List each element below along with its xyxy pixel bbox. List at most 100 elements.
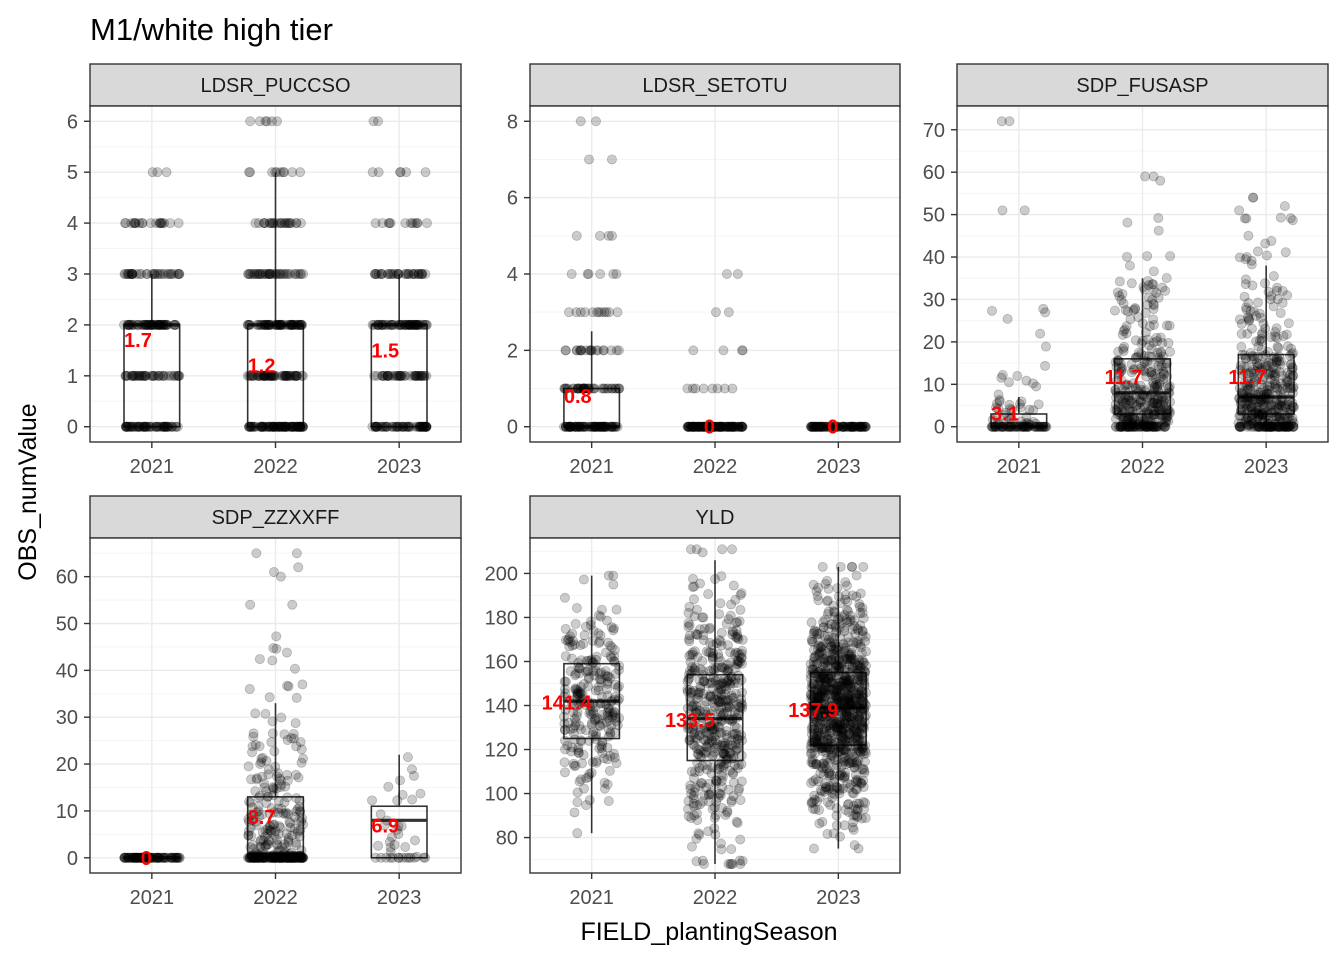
data-point (251, 548, 262, 559)
data-point (1287, 362, 1298, 373)
data-point (373, 840, 384, 851)
data-point (249, 268, 260, 279)
data-point (369, 370, 380, 381)
data-point (1030, 421, 1041, 432)
data-point (165, 218, 176, 229)
data-point (367, 167, 378, 178)
data-point (840, 767, 851, 778)
data-point (849, 696, 860, 707)
data-point (373, 319, 384, 330)
data-point (295, 167, 306, 178)
data-point (1155, 371, 1166, 382)
data-point (811, 421, 822, 432)
data-point (380, 319, 391, 330)
data-point (573, 421, 584, 432)
data-point (595, 668, 606, 679)
data-point (158, 319, 169, 330)
data-point (131, 370, 142, 381)
data-point (293, 562, 304, 573)
data-point (291, 370, 302, 381)
data-point (266, 370, 277, 381)
data-point (121, 421, 132, 432)
data-point (722, 707, 733, 718)
y-tick-label: 20 (56, 754, 78, 776)
boxplot (246, 172, 305, 428)
data-point (274, 319, 285, 330)
mean-label: 137.9 (788, 700, 838, 722)
data-point (408, 319, 419, 330)
data-point (124, 319, 135, 330)
data-point (691, 604, 702, 615)
data-point (383, 218, 394, 229)
data-point (284, 218, 295, 229)
data-point (391, 421, 402, 432)
data-point (420, 421, 431, 432)
data-point (126, 218, 137, 229)
data-point (285, 852, 296, 863)
data-point (284, 421, 295, 432)
data-point (373, 319, 384, 330)
data-point (683, 811, 694, 822)
data-point (166, 421, 177, 432)
data-point (393, 268, 404, 279)
data-point (389, 319, 400, 330)
data-point (293, 268, 304, 279)
data-point (255, 421, 266, 432)
y-axis-title: OBS_numValue (14, 403, 42, 580)
data-point (128, 370, 139, 381)
data-point (996, 372, 1007, 383)
data-point (158, 319, 169, 330)
data-point (153, 319, 164, 330)
data-point (173, 370, 184, 381)
data-point (1151, 332, 1162, 343)
data-point (421, 319, 432, 330)
data-point (267, 268, 278, 279)
data-point (1165, 251, 1176, 262)
data-point (286, 319, 297, 330)
data-point (376, 370, 387, 381)
data-point (269, 370, 280, 381)
data-point (603, 570, 614, 581)
data-point (292, 421, 303, 432)
data-point (392, 370, 403, 381)
data-point (566, 268, 577, 279)
data-point (597, 421, 608, 432)
data-point (127, 319, 138, 330)
data-point (589, 421, 600, 432)
data-point (816, 762, 827, 773)
data-point (1240, 274, 1251, 285)
data-point (421, 421, 432, 432)
data-point (419, 370, 430, 381)
data-point (383, 370, 394, 381)
data-point (1275, 397, 1286, 408)
data-point (158, 370, 169, 381)
data-point (398, 421, 409, 432)
data-point (280, 781, 291, 792)
data-point (260, 268, 271, 279)
data-point (244, 421, 255, 432)
data-point (383, 370, 394, 381)
data-point (295, 319, 306, 330)
data-point (705, 787, 716, 798)
data-point (391, 421, 402, 432)
x-tick-label: 2022 (693, 887, 738, 909)
data-point (265, 370, 276, 381)
data-point (613, 681, 624, 692)
data-point (1247, 351, 1258, 362)
data-point (170, 319, 181, 330)
data-point (125, 421, 136, 432)
data-point (419, 421, 430, 432)
data-point (393, 319, 404, 330)
data-point (383, 268, 394, 279)
data-point (836, 618, 847, 629)
data-point (274, 821, 285, 832)
data-point (161, 319, 172, 330)
data-point (1282, 290, 1293, 301)
data-point (256, 421, 267, 432)
data-point (591, 651, 602, 662)
x-axis-title: FIELD_plantingSeason (580, 918, 837, 946)
data-point (1241, 213, 1252, 224)
data-point (380, 421, 391, 432)
data-point (246, 421, 257, 432)
data-point (731, 816, 742, 827)
